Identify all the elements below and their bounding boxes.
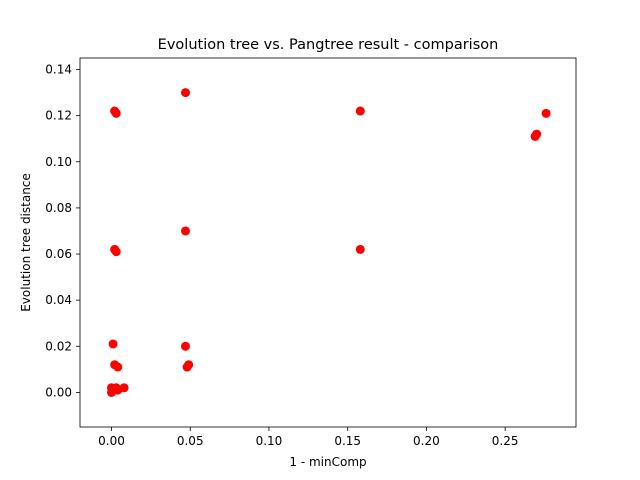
x-axis-label: 1 - minComp — [289, 455, 366, 469]
x-tick-label: 0.00 — [98, 434, 125, 448]
data-point — [532, 129, 542, 139]
data-points — [106, 88, 551, 397]
plot-area — [80, 58, 576, 427]
data-point — [181, 88, 190, 98]
data-point — [111, 108, 121, 118]
y-tick-label: 0.12 — [45, 109, 72, 123]
data-point — [184, 360, 194, 370]
chart-title: Evolution tree vs. Pangtree result - com… — [158, 37, 499, 53]
data-point — [181, 226, 190, 236]
y-tick-label: 0.02 — [45, 339, 72, 353]
x-tick-label: 0.25 — [492, 434, 519, 448]
y-tick-label: 0.00 — [45, 385, 72, 399]
data-point — [113, 362, 123, 372]
data-point — [119, 383, 129, 393]
y-tick-label: 0.04 — [45, 293, 72, 307]
x-axis-ticks: 0.00 0.05 0.10 0.15 0.20 0.25 — [98, 427, 519, 448]
data-point — [355, 244, 365, 254]
data-point — [541, 108, 551, 118]
x-tick-label: 0.20 — [413, 434, 440, 448]
y-tick-label: 0.08 — [45, 201, 72, 215]
x-tick-label: 0.05 — [177, 434, 204, 448]
data-point — [111, 247, 121, 257]
y-axis-ticks: 0.00 0.02 0.04 0.06 0.08 0.10 0.12 0.14 — [45, 63, 80, 399]
data-point — [355, 106, 365, 116]
y-axis-label: Evolution tree distance — [19, 173, 33, 312]
data-point — [181, 341, 190, 351]
x-tick-label: 0.10 — [256, 434, 283, 448]
plot-frame — [79, 57, 577, 428]
y-tick-label: 0.06 — [45, 247, 72, 261]
y-tick-label: 0.14 — [45, 63, 72, 77]
y-tick-label: 0.10 — [45, 155, 72, 169]
data-point — [108, 339, 118, 349]
x-tick-label: 0.15 — [334, 434, 361, 448]
